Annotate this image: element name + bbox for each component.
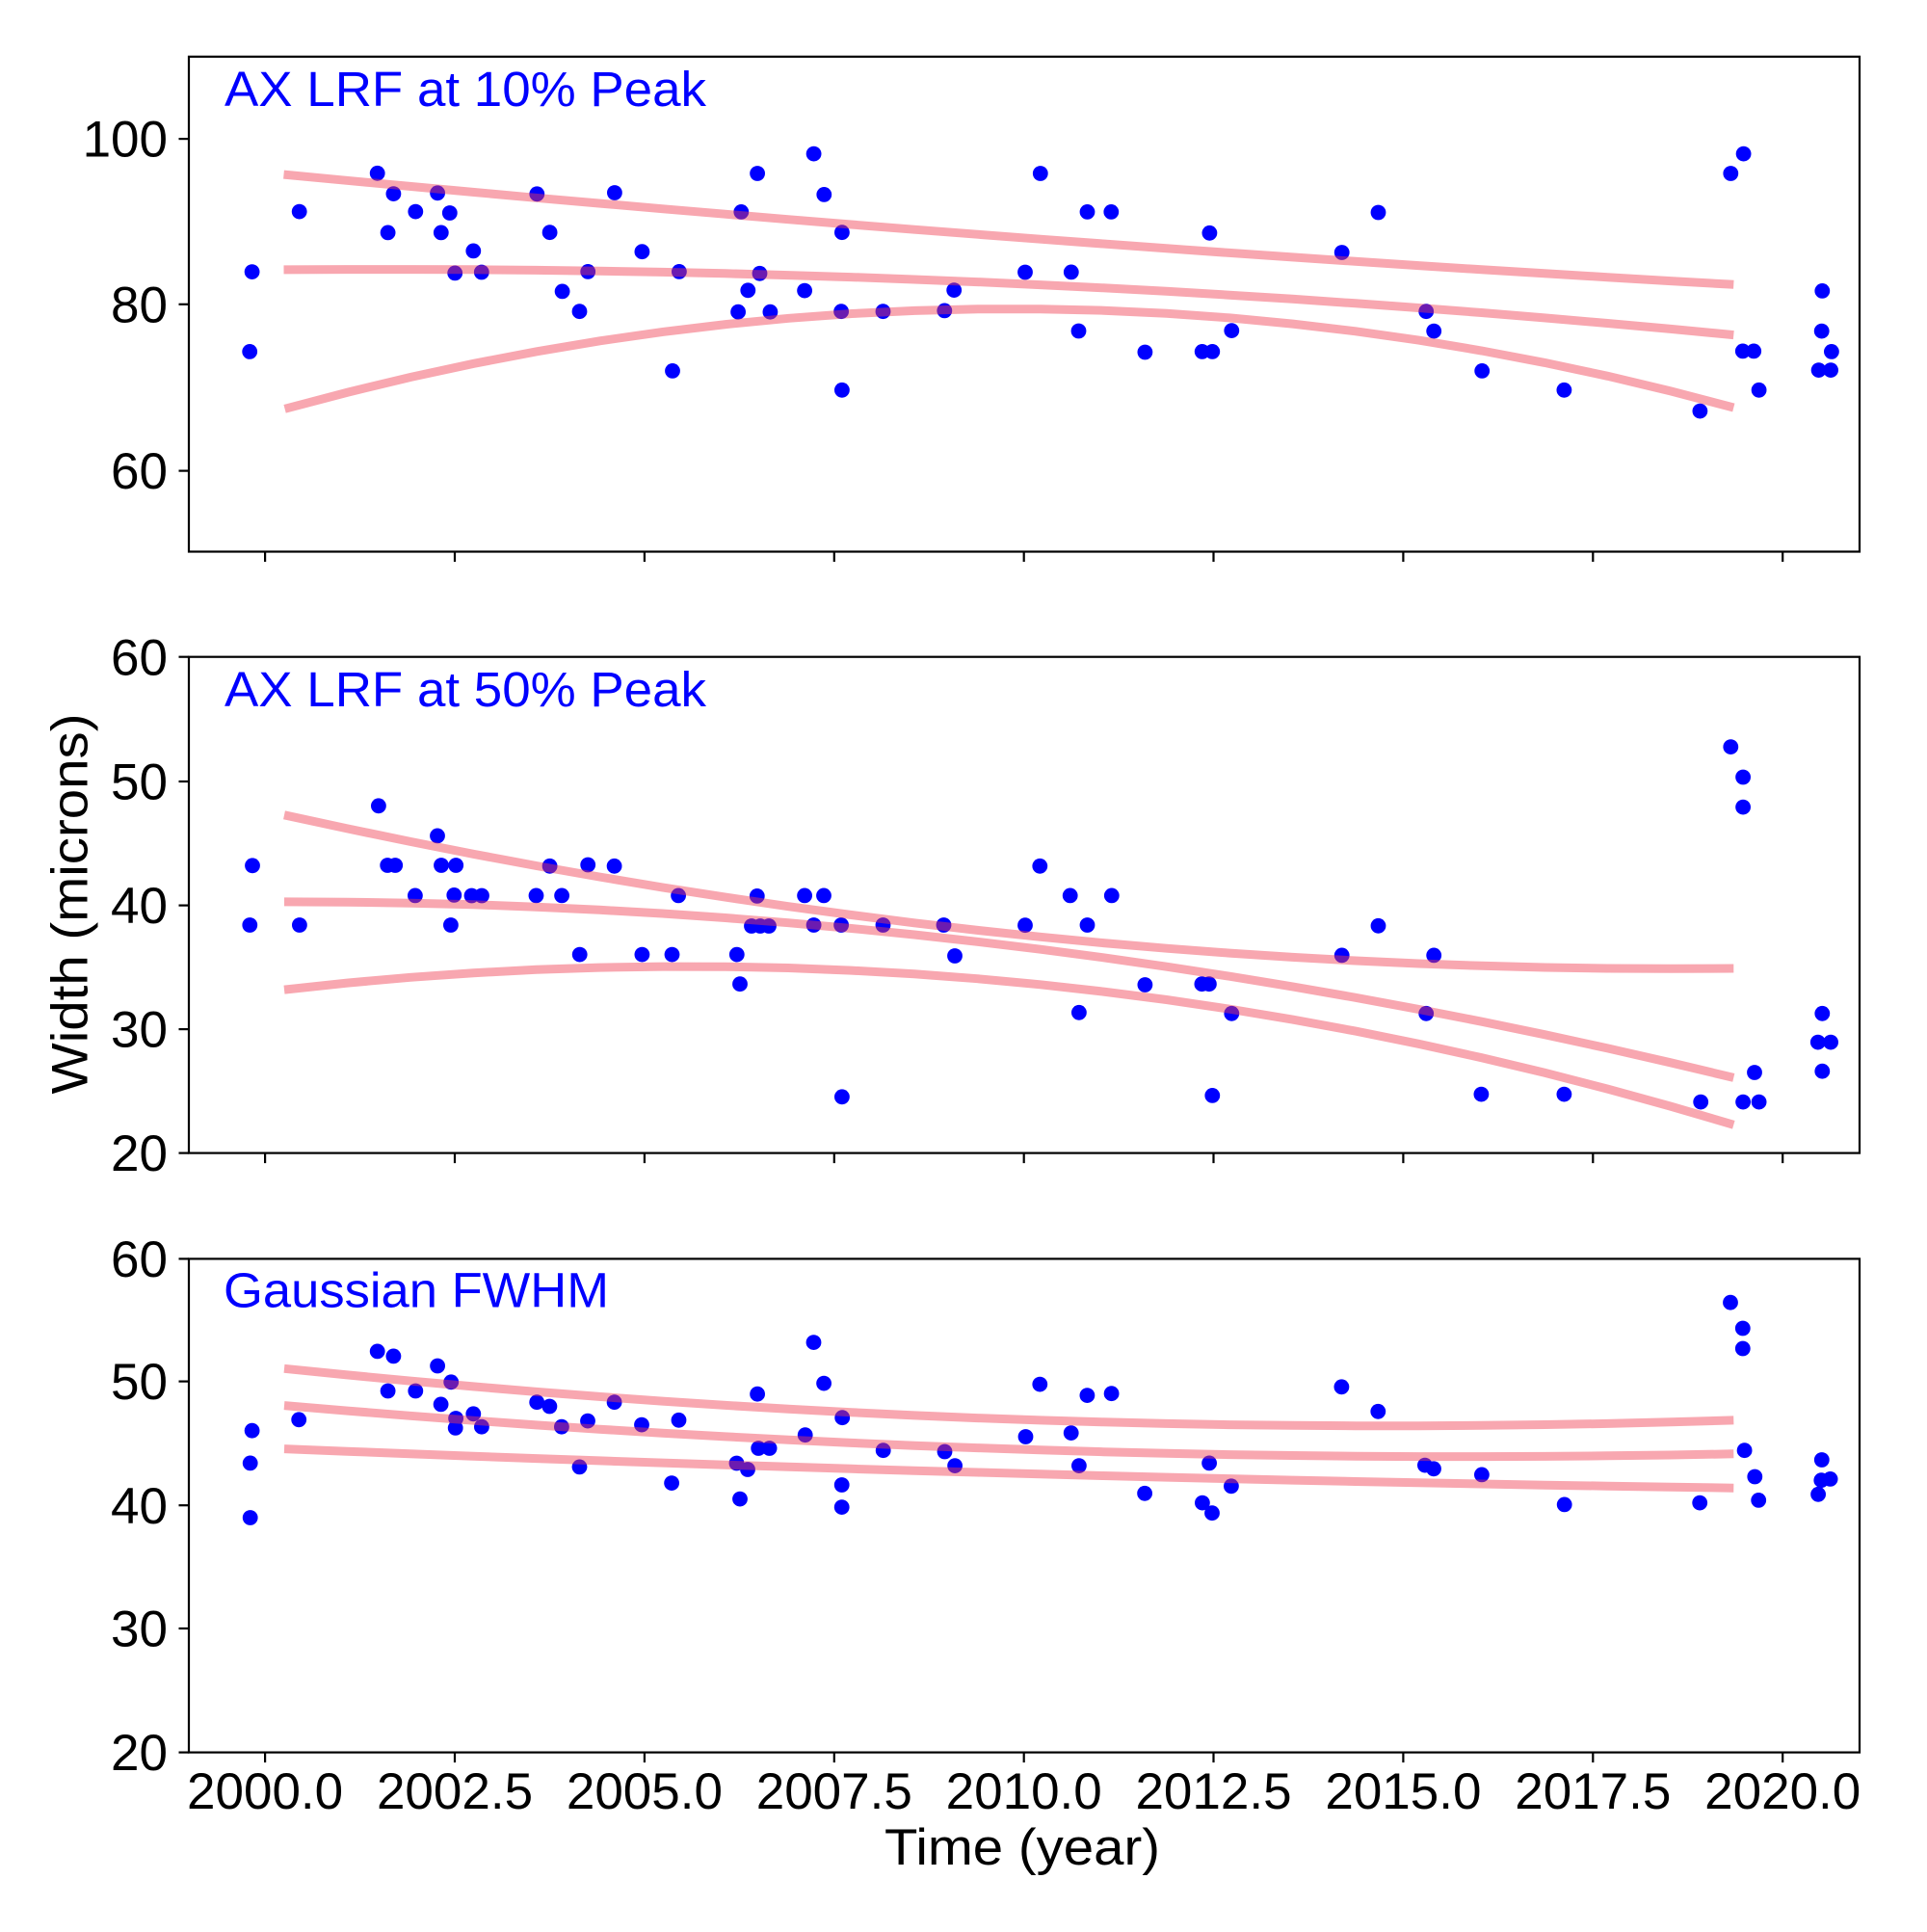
svg-text:2012.5: 2012.5 — [1135, 1763, 1291, 1820]
svg-text:100: 100 — [83, 112, 168, 169]
svg-text:30: 30 — [111, 1002, 168, 1059]
svg-text:2010.0: 2010.0 — [946, 1763, 1102, 1820]
svg-text:AX LRF at 50% Peak: AX LRF at 50% Peak — [224, 662, 707, 717]
svg-text:2002.5: 2002.5 — [377, 1763, 533, 1820]
svg-text:50: 50 — [111, 1354, 168, 1411]
svg-text:2020.0: 2020.0 — [1704, 1763, 1861, 1820]
svg-text:2005.0: 2005.0 — [567, 1763, 723, 1820]
svg-text:60: 60 — [111, 629, 168, 686]
svg-text:30: 30 — [111, 1601, 168, 1658]
svg-text:Time (year): Time (year) — [884, 1819, 1160, 1876]
svg-text:2007.5: 2007.5 — [756, 1763, 912, 1820]
svg-text:20: 20 — [111, 1125, 168, 1182]
svg-text:AX LRF at 10% Peak: AX LRF at 10% Peak — [224, 62, 707, 117]
svg-text:60: 60 — [111, 443, 168, 500]
svg-text:50: 50 — [111, 754, 168, 811]
svg-text:Width (microns): Width (microns) — [42, 714, 99, 1095]
svg-text:60: 60 — [111, 1231, 168, 1288]
svg-text:20: 20 — [111, 1725, 168, 1782]
svg-text:80: 80 — [111, 277, 168, 333]
svg-text:40: 40 — [111, 878, 168, 935]
svg-text:40: 40 — [111, 1478, 168, 1535]
svg-text:2015.0: 2015.0 — [1325, 1763, 1481, 1820]
svg-text:2017.5: 2017.5 — [1515, 1763, 1671, 1820]
svg-text:2000.0: 2000.0 — [187, 1763, 343, 1820]
svg-text:Gaussian FWHM: Gaussian FWHM — [224, 1263, 609, 1318]
